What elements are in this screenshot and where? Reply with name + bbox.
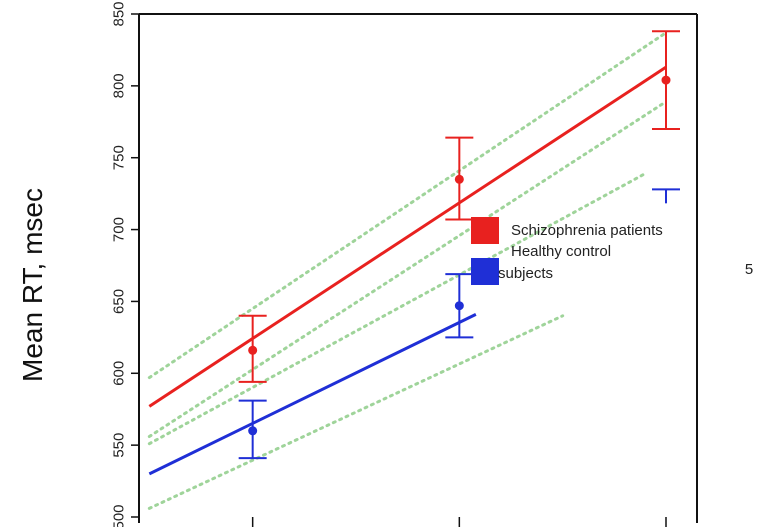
y-tick-label: 550 xyxy=(111,433,128,458)
y-tick-label: 600 xyxy=(111,361,128,386)
axes-layer: 500 550 600 650 700 750 800 850 xyxy=(111,1,698,527)
legend-label: Healthy control xyxy=(511,243,611,260)
y-tick-label: 700 xyxy=(111,217,128,242)
schizophrenia-mean-point xyxy=(661,75,671,85)
error-bar-layer xyxy=(238,30,680,460)
y-tick-label: 750 xyxy=(111,145,128,170)
schizophrenia-mean-point xyxy=(454,174,464,184)
schizophrenia-confidence-line xyxy=(147,100,668,439)
legend-swatch xyxy=(471,217,499,244)
y-tick-label: 650 xyxy=(111,289,128,314)
control-fit-line xyxy=(148,313,477,476)
control-mean-point xyxy=(454,301,464,311)
y-axis-label: Mean RT, msec xyxy=(17,188,48,382)
y-tick-label: 850 xyxy=(111,1,128,26)
control-confidence-line xyxy=(147,314,565,510)
schizophrenia-fit-line xyxy=(148,65,667,408)
control-confidence-line xyxy=(147,172,647,446)
y-tick-label: 500 xyxy=(111,504,128,527)
mean-point-layer xyxy=(248,75,671,436)
control-mean-point xyxy=(248,426,258,436)
legend-label: Schizophrenia patients xyxy=(511,222,663,239)
stray-label: 5 xyxy=(745,261,753,278)
schizophrenia-mean-point xyxy=(248,345,258,355)
legend-swatch xyxy=(471,258,499,285)
confidence-band-layer xyxy=(147,31,668,510)
schizophrenia-confidence-line xyxy=(147,31,668,380)
fit-line-layer xyxy=(148,65,667,476)
legend-label: subjects xyxy=(498,265,553,282)
legend: Schizophrenia patients Healthy control sub… xyxy=(471,217,663,285)
y-tick-label: 800 xyxy=(111,73,128,98)
